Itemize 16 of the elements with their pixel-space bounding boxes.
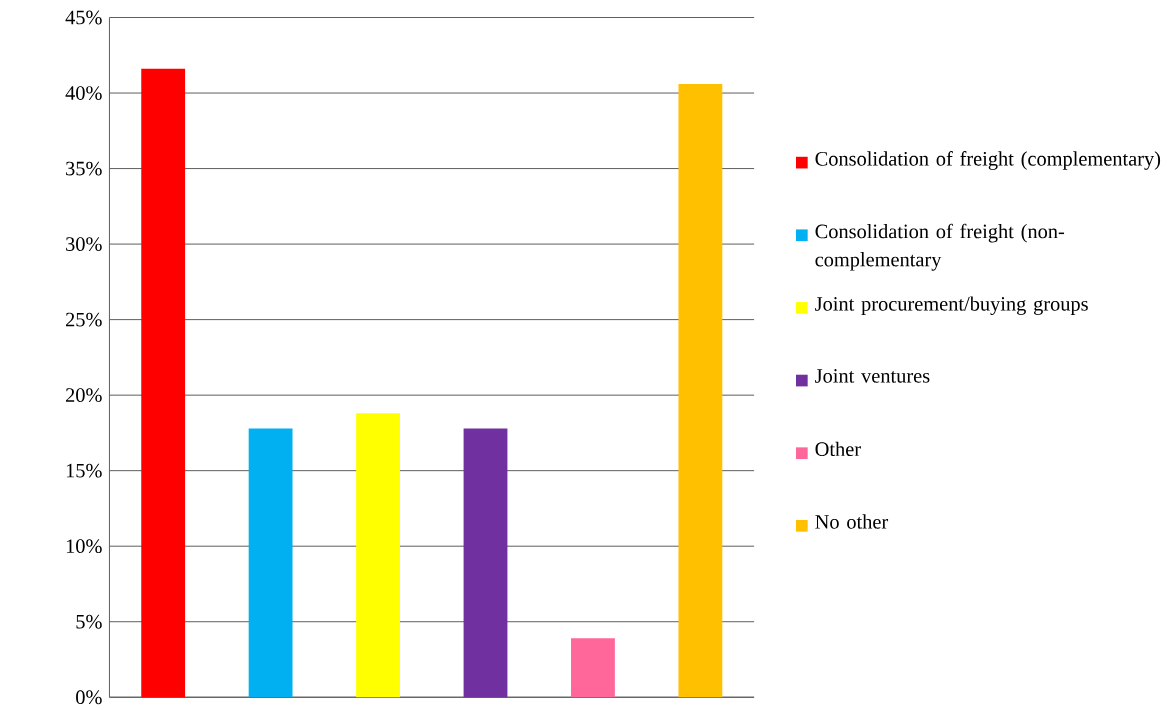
y-tick-label: 10%	[66, 539, 102, 554]
y-tick-label: 15%	[66, 463, 102, 478]
legend-label: Consolidation of freight (non-complementary	[815, 223, 1065, 271]
y-tick-label: 20%	[66, 388, 102, 403]
y-tick-label: 35%	[66, 161, 102, 176]
legend-label: Joint procurement/buying groups	[815, 296, 1088, 315]
legend-label: Other	[815, 441, 861, 457]
legend-label: No other	[815, 514, 889, 529]
legend-label: Consolidation of freight (complementary)	[815, 151, 1161, 170]
y-tick-label: 5%	[76, 614, 102, 629]
y-tick-label: 25%	[66, 312, 102, 327]
y-tick-label: 40%	[65, 86, 102, 100]
y-tick-label: 45%	[65, 10, 102, 25]
y-tick-label: 30%	[66, 237, 102, 252]
legend-label: Joint ventures	[815, 369, 930, 383]
y-tick-label: 0%	[76, 690, 102, 705]
